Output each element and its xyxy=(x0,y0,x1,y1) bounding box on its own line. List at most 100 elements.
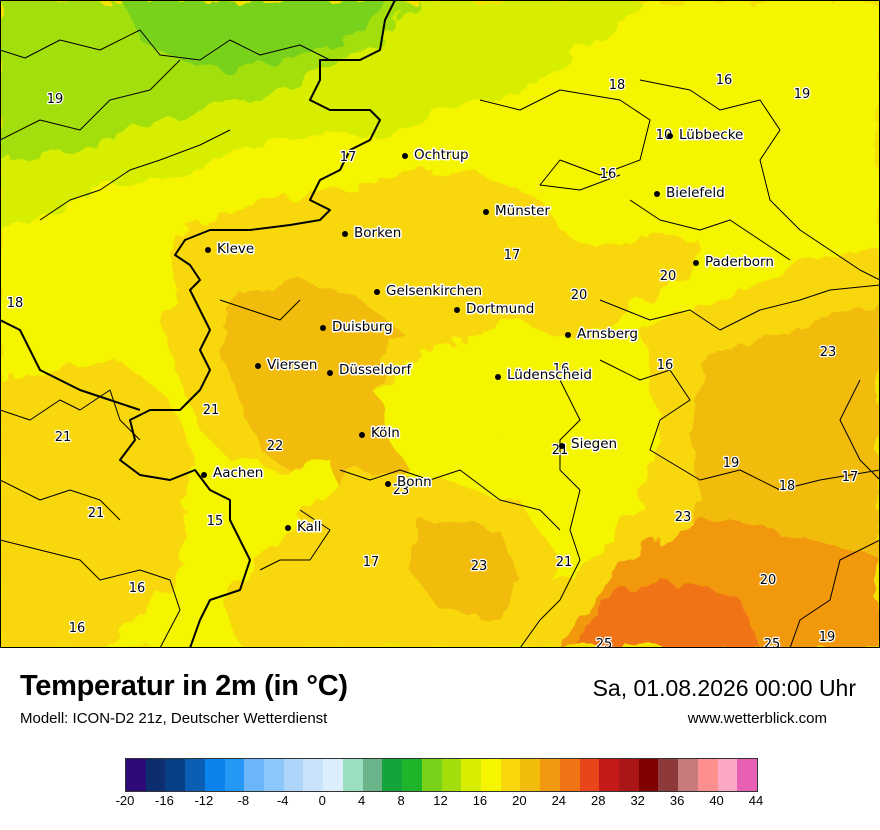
scale-tick-label: -12 xyxy=(194,793,214,808)
city-luebbecke[interactable]: Lübbecke xyxy=(667,126,745,145)
map-value: 19 xyxy=(723,456,740,471)
map-value: 21 xyxy=(203,403,220,418)
scale-tick-label: 20 xyxy=(512,793,527,808)
map-value: 10 xyxy=(656,128,673,143)
city-dot xyxy=(654,191,660,197)
scale-swatch xyxy=(126,759,146,791)
scale-swatch xyxy=(204,759,225,791)
scale-swatch xyxy=(264,759,284,791)
scale-tick-label: 16 xyxy=(472,793,488,808)
scale-tick-label: 0 xyxy=(318,793,326,808)
city-muenster[interactable]: Münster xyxy=(483,202,552,221)
city-dortmund[interactable]: Dortmund xyxy=(454,300,536,319)
temperature-map[interactable]: 19 18 16 19 17 16 17 20 20 18 23 16 21 2… xyxy=(0,0,880,648)
city-arnsberg[interactable]: Arnsberg xyxy=(565,325,639,344)
map-title: Temperatur in 2m (in °C) xyxy=(20,670,348,702)
city-label: Gelsenkirchen xyxy=(386,283,482,299)
city-label: Aachen xyxy=(213,465,263,481)
city-duesseldorf[interactable]: Düsseldorf xyxy=(327,361,414,380)
map-value: 21 xyxy=(88,506,105,521)
website-link[interactable]: www.wetterblick.com xyxy=(687,710,827,727)
city-dot xyxy=(483,209,489,215)
city-dot xyxy=(693,260,699,266)
scale-swatch xyxy=(559,759,580,791)
map-value: 23 xyxy=(820,345,837,360)
scale-swatch xyxy=(342,759,363,791)
scale-swatch xyxy=(540,759,560,791)
city-kleve[interactable]: Kleve xyxy=(205,240,256,259)
city-label: Münster xyxy=(495,203,550,219)
scale-swatch xyxy=(638,759,659,791)
city-markers: Ochtrup Lübbecke Bielefeld Münster Borke… xyxy=(201,126,775,537)
city-dot xyxy=(667,133,673,139)
scale-swatch xyxy=(599,759,619,791)
map-footer: Temperatur in 2m (in °C) Modell: ICON-D2… xyxy=(0,648,880,830)
map-value: 16 xyxy=(129,581,146,596)
scale-swatch xyxy=(500,759,521,791)
map-value: 20 xyxy=(760,573,777,588)
city-kall[interactable]: Kall xyxy=(285,518,323,537)
scale-swatch xyxy=(697,759,718,791)
scale-swatch xyxy=(461,759,481,791)
map-value: 20 xyxy=(571,288,588,303)
city-label: Arnsberg xyxy=(577,326,638,342)
model-info: Modell: ICON-D2 21z, Deutscher Wetterdie… xyxy=(20,710,328,727)
city-label: Bielefeld xyxy=(666,185,725,201)
map-value: 17 xyxy=(340,150,357,165)
city-dot xyxy=(495,374,501,380)
scale-swatch xyxy=(402,759,422,791)
city-label: Borken xyxy=(354,225,401,241)
city-koeln[interactable]: Köln xyxy=(359,424,401,443)
scale-swatch xyxy=(421,759,442,791)
city-label: Kleve xyxy=(217,241,254,257)
city-label: Lüdenscheid xyxy=(507,367,592,383)
scale-tick-label: 12 xyxy=(433,793,448,808)
city-label: Kall xyxy=(297,519,321,535)
color-scale-ticks: -20 -16 -12 -8 -4 0 4 8 12 16 20 24 28 32 36 40 44 xyxy=(0,793,880,813)
map-value: 19 xyxy=(47,92,64,107)
scale-swatch xyxy=(362,759,383,791)
city-label: Duisburg xyxy=(332,319,393,335)
city-ochtrup[interactable]: Ochtrup xyxy=(402,146,470,165)
scale-swatch xyxy=(323,759,343,791)
district-borders xyxy=(0,29,880,648)
city-paderborn[interactable]: Paderborn xyxy=(693,253,775,272)
scale-swatch xyxy=(737,759,757,791)
city-label: Viersen xyxy=(267,357,317,373)
scale-tick-label: 40 xyxy=(709,793,724,808)
scale-swatch xyxy=(283,759,304,791)
city-bielefeld[interactable]: Bielefeld xyxy=(654,184,726,203)
scale-swatch xyxy=(165,759,186,791)
map-value: 21 xyxy=(55,430,72,445)
scale-tick-label: 44 xyxy=(748,793,764,808)
map-value: 25 xyxy=(764,637,781,648)
map-value: 21 xyxy=(556,555,573,570)
city-gelsenkirchen[interactable]: Gelsenkirchen xyxy=(374,282,484,301)
city-luedenscheid[interactable]: Lüdenscheid xyxy=(495,366,593,385)
city-viersen[interactable]: Viersen xyxy=(255,356,319,375)
city-dot xyxy=(359,432,365,438)
value-labels: 19 18 16 19 17 16 17 20 20 18 23 16 21 2… xyxy=(5,72,859,648)
map-value: 16 xyxy=(716,73,733,88)
scale-swatch xyxy=(185,759,205,791)
scale-swatch xyxy=(579,759,600,791)
city-borken[interactable]: Borken xyxy=(342,224,403,243)
scale-tick-label: -8 xyxy=(237,793,250,808)
scale-swatch xyxy=(303,759,324,791)
map-value: 23 xyxy=(675,510,692,525)
city-bonn[interactable]: Bonn xyxy=(385,473,433,492)
map-value: 15 xyxy=(207,514,224,529)
scale-tick-label: 32 xyxy=(630,793,645,808)
city-aachen[interactable]: Aachen xyxy=(201,464,265,483)
city-duisburg[interactable]: Duisburg xyxy=(320,318,394,337)
scale-tick-label: 28 xyxy=(591,793,606,808)
city-label: Düsseldorf xyxy=(339,362,412,378)
map-value: 23 xyxy=(471,559,488,574)
color-scale xyxy=(125,758,758,792)
city-dot xyxy=(205,247,211,253)
city-label: Lübbecke xyxy=(679,127,743,143)
scale-swatch xyxy=(717,759,738,791)
map-value: 18 xyxy=(7,296,24,311)
city-siegen[interactable]: Siegen xyxy=(559,435,619,454)
city-dot xyxy=(374,289,380,295)
